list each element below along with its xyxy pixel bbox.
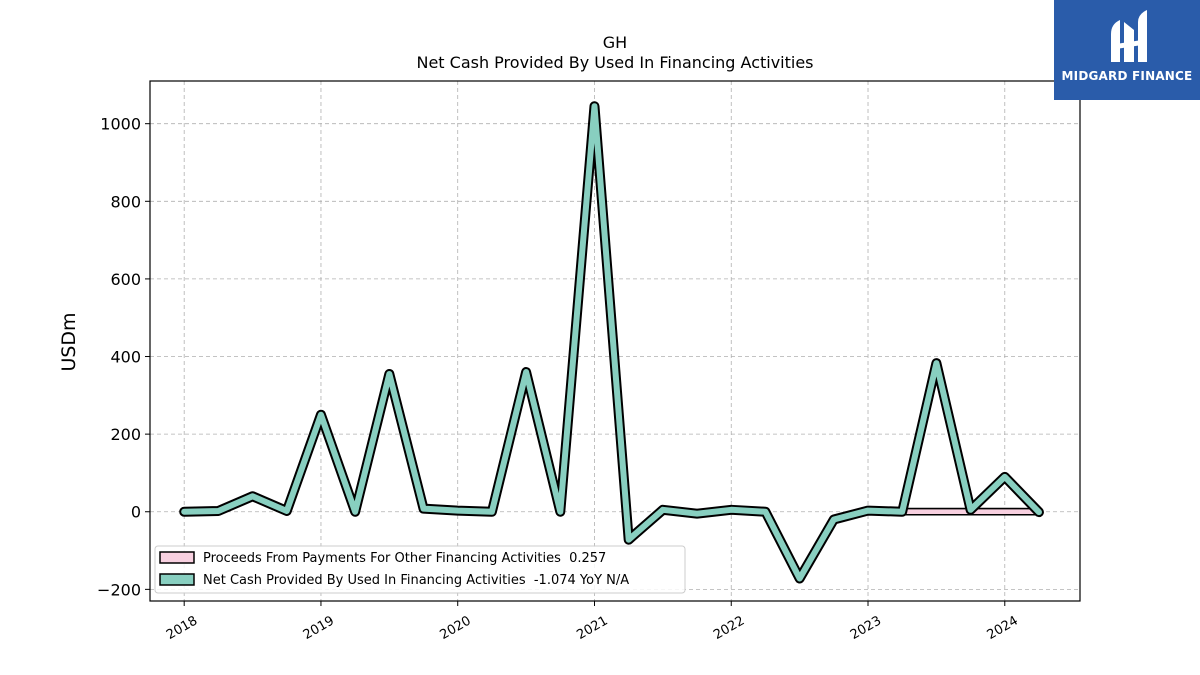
data-point (559, 511, 561, 513)
data-point (764, 511, 766, 513)
y-axis-ticks: −200 0 200 400 600 800 1000 (97, 115, 150, 599)
brand-logo: MIDGARD FINANCE (1054, 0, 1200, 100)
line-net-cash (181, 103, 1042, 582)
data-point (183, 511, 185, 513)
data-point (252, 495, 254, 497)
x-axis-ticks: 2018 2019 2020 2021 2022 2023 2024 (164, 601, 1021, 643)
legend-label-proceeds: Proceeds From Payments For Other Financi… (203, 551, 606, 566)
data-point (730, 509, 732, 511)
data-point (833, 519, 835, 521)
x-tick-label: 2018 (164, 613, 200, 643)
y-tick-label: 400 (110, 348, 141, 367)
x-tick-label: 2020 (438, 613, 474, 643)
y-tick-label: 600 (110, 270, 141, 289)
legend: Proceeds From Payments For Other Financi… (154, 545, 686, 594)
data-point (388, 373, 390, 375)
data-point (970, 509, 972, 511)
data-point (696, 513, 698, 515)
data-point (457, 510, 459, 512)
data-point (217, 510, 219, 512)
line-series (179, 101, 1044, 584)
legend-swatch-net-cash (159, 573, 195, 586)
data-point (525, 371, 527, 373)
brand-name: MIDGARD FINANCE (1061, 69, 1193, 83)
y-tick-label: 0 (131, 503, 141, 522)
y-axis-label: USDm (58, 312, 80, 371)
data-point (423, 508, 425, 510)
data-point (491, 511, 493, 513)
x-tick-label: 2023 (848, 613, 884, 643)
data-point (799, 577, 801, 579)
legend-box (154, 545, 686, 594)
legend-swatch-proceeds (159, 551, 195, 564)
data-point (1038, 511, 1040, 513)
plot-frame (149, 80, 1081, 602)
y-tick-label: 200 (110, 425, 141, 444)
data-point (935, 362, 937, 364)
legend-label-net-cash: Net Cash Provided By Used In Financing A… (203, 573, 629, 588)
y-tick-label: −200 (97, 580, 141, 599)
data-point (354, 511, 356, 513)
x-tick-label: 2021 (574, 613, 610, 643)
chart-title: GH (603, 33, 627, 52)
data-point (628, 539, 630, 541)
x-tick-label: 2019 (301, 613, 337, 643)
data-point (867, 510, 869, 512)
x-tick-label: 2022 (711, 613, 747, 643)
data-point (662, 509, 664, 511)
chart-subtitle: Net Cash Provided By Used In Financing A… (416, 53, 813, 72)
data-point (593, 105, 595, 107)
midgard-logo-icon (1111, 10, 1147, 62)
data-point (320, 414, 322, 416)
y-tick-label: 800 (110, 192, 141, 211)
x-tick-label: 2024 (985, 613, 1021, 643)
data-point (286, 510, 288, 512)
data-point (901, 511, 903, 513)
data-point (1004, 476, 1006, 478)
y-tick-label: 1000 (100, 115, 141, 134)
